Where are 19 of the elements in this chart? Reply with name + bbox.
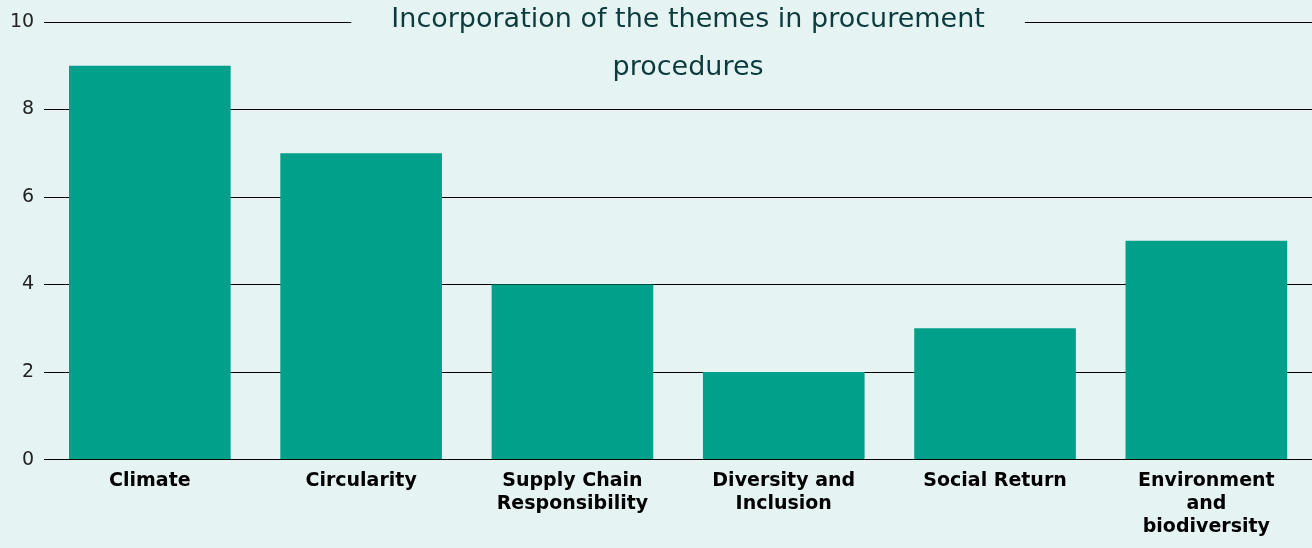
x-tick-label: Social Return — [923, 467, 1067, 490]
y-tick-label: 4 — [22, 271, 35, 294]
bar — [914, 328, 1076, 460]
y-tick-label: 8 — [22, 96, 35, 119]
bar — [702, 372, 865, 460]
chart-title: Incorporation of the themes in procurement procedures — [391, 2, 985, 82]
x-tick-label: Supply Chain Responsibility — [496, 467, 649, 513]
bar — [1125, 240, 1288, 460]
bar — [491, 284, 654, 460]
y-tick-label: 10 — [9, 8, 35, 31]
y-tick-label: 0 — [22, 446, 35, 469]
x-tick-label: Circularity — [305, 467, 418, 490]
x-tick-label: Diversity and Inclusion — [712, 467, 856, 513]
x-tick-label: Climate — [109, 467, 191, 490]
bar — [69, 65, 231, 460]
bar — [280, 153, 442, 460]
y-tick-label: 2 — [22, 359, 35, 382]
y-tick-label: 6 — [22, 183, 35, 206]
x-tick-label: Environment and biodiversity — [1138, 467, 1275, 536]
